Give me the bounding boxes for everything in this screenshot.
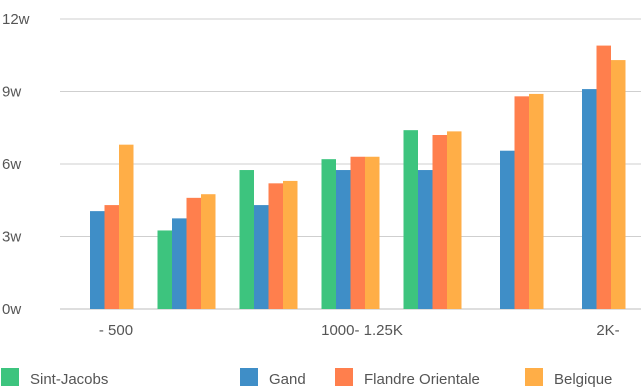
bar-belgique-0: [119, 144, 134, 309]
legend-label: Gand: [269, 371, 306, 388]
legend-swatch: [335, 368, 353, 386]
bar-sint-jacobs-3: [321, 159, 336, 309]
bar-flandre-orientale-5: [514, 96, 529, 309]
x-tick-label: 1000- 1.25K: [321, 322, 403, 339]
legend-item-flandre-orientale[interactable]: Flandre Orientale: [335, 368, 480, 388]
legend-swatch: [240, 368, 258, 386]
legend-label: Flandre Orientale: [364, 371, 480, 388]
y-tick-label: 12w: [2, 11, 30, 28]
bar-gand-5: [500, 150, 515, 309]
bar-gand-1: [172, 218, 187, 309]
bar-flandre-orientale-3: [350, 156, 365, 309]
bar-belgique-2: [283, 180, 298, 309]
bar-gand-4: [418, 170, 433, 309]
bar-flandre-orientale-4: [432, 135, 447, 309]
bar-gand-6: [582, 89, 597, 309]
legend-swatch: [1, 368, 19, 386]
legend-swatch: [525, 368, 543, 386]
x-axis-ticks: - 500 1000- 1.25K 2K-: [99, 322, 620, 339]
bar-flandre-orientale-6: [596, 45, 611, 309]
bar-flandre-orientale-2: [268, 183, 283, 309]
y-tick-label: 3w: [2, 229, 21, 246]
bar-sint-jacobs-2: [239, 170, 254, 309]
bar-belgique-1: [201, 194, 216, 309]
bar-belgique-6: [611, 60, 626, 310]
bar-gand-2: [254, 205, 269, 309]
y-axis-ticks: 0w 3w 6w 9w 12w: [2, 11, 30, 318]
bar-gand-3: [336, 170, 351, 309]
legend-label: Sint-Jacobs: [30, 371, 108, 388]
y-tick-label: 9w: [2, 84, 21, 101]
y-tick-label: 0w: [2, 301, 21, 318]
legend-item-belgique[interactable]: Belgique: [525, 368, 612, 388]
bar-flandre-orientale-0: [104, 205, 119, 309]
bar-belgique-5: [529, 93, 544, 310]
y-tick-label: 6w: [2, 156, 21, 173]
legend-item-gand[interactable]: Gand: [240, 368, 306, 388]
x-tick-label: - 500: [99, 322, 133, 339]
bar-belgique-4: [447, 131, 462, 309]
bar-belgique-3: [365, 156, 380, 309]
bar-sint-jacobs-1: [157, 230, 172, 309]
bar-flandre-orientale-1: [186, 197, 201, 309]
legend-label: Belgique: [554, 371, 612, 388]
bar-sint-jacobs-4: [403, 130, 418, 309]
legend-item-sint-jacobs[interactable]: Sint-Jacobs: [1, 368, 108, 388]
x-tick-label: 2K-: [596, 322, 619, 339]
bar-gand-0: [90, 211, 105, 309]
legend: Sint-Jacobs Gand Flandre Orientale Belgique: [1, 368, 612, 388]
bars: [90, 45, 626, 310]
